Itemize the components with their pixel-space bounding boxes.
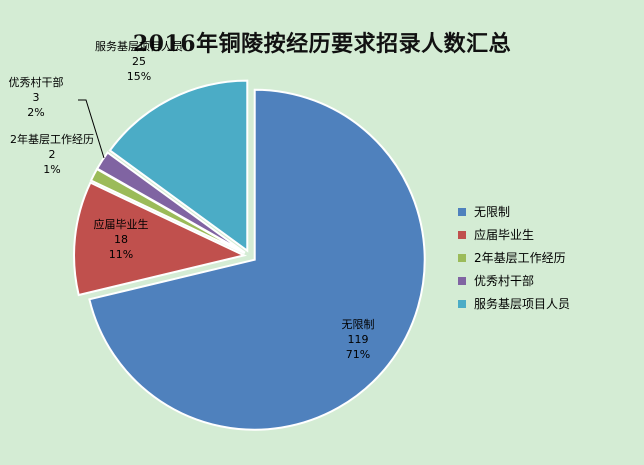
legend-swatch bbox=[458, 253, 466, 262]
data-label-percent: 2% bbox=[27, 106, 45, 119]
slice-cunganbu bbox=[95, 151, 246, 254]
legend-item: 服务基层项目人员 bbox=[458, 292, 570, 315]
leader-line bbox=[78, 99, 105, 159]
slice-fuwu-jiceng bbox=[108, 79, 249, 253]
chart-title: 2016年铜陵按经历要求招录人数汇总 bbox=[132, 31, 512, 57]
data-label-category: 无限制 bbox=[341, 318, 375, 331]
slice-wuxianzhi bbox=[88, 88, 426, 431]
data-label-percent: 71% bbox=[345, 348, 371, 361]
data-label-category: 应届毕业生 bbox=[93, 218, 149, 231]
data-label-fuwu-jiceng: 服务基层项目人员 25 15% bbox=[95, 39, 183, 84]
legend-label: 应届毕业生 bbox=[474, 228, 535, 242]
data-label-yingjie: 应届毕业生 18 11% bbox=[94, 217, 149, 262]
legend-label: 优秀村干部 bbox=[474, 274, 535, 288]
legend-label: 2年基层工作经历 bbox=[474, 251, 566, 265]
data-label-percent: 15% bbox=[126, 70, 152, 83]
legend-item: 优秀村干部 bbox=[458, 269, 570, 292]
slice-yingjie bbox=[73, 181, 248, 297]
data-label-value: 3 bbox=[32, 91, 40, 104]
data-label-value: 2 bbox=[48, 148, 56, 161]
legend-label: 无限制 bbox=[474, 205, 511, 219]
data-label-value: 119 bbox=[347, 333, 369, 346]
legend: 无限制 应届毕业生 2年基层工作经历 优秀村干部 服务基层项目人员 bbox=[458, 200, 570, 315]
data-label-value: 18 bbox=[114, 233, 128, 246]
legend-swatch bbox=[458, 230, 466, 239]
data-label-category: 优秀村干部 bbox=[8, 76, 64, 89]
legend-item: 应届毕业生 bbox=[458, 223, 570, 246]
data-label-percent: 11% bbox=[108, 248, 134, 261]
data-label-cunganbu: 优秀村干部 3 2% bbox=[9, 75, 64, 120]
legend-swatch bbox=[458, 207, 466, 216]
legend-swatch bbox=[458, 299, 466, 308]
data-label-category: 服务基层项目人员 bbox=[95, 40, 183, 53]
data-label-value: 25 bbox=[132, 55, 146, 68]
data-label-wuxianzhi: 无限制 119 71% bbox=[342, 317, 375, 362]
legend-item: 无限制 bbox=[458, 200, 570, 223]
legend-swatch bbox=[458, 276, 466, 285]
data-label-jiceng-2year: 2年基层工作经历 2 1% bbox=[10, 132, 94, 177]
data-label-category: 2年基层工作经历 bbox=[10, 133, 94, 146]
legend-item: 2年基层工作经历 bbox=[458, 246, 570, 269]
legend-label: 服务基层项目人员 bbox=[474, 297, 571, 311]
data-label-percent: 1% bbox=[43, 163, 61, 176]
